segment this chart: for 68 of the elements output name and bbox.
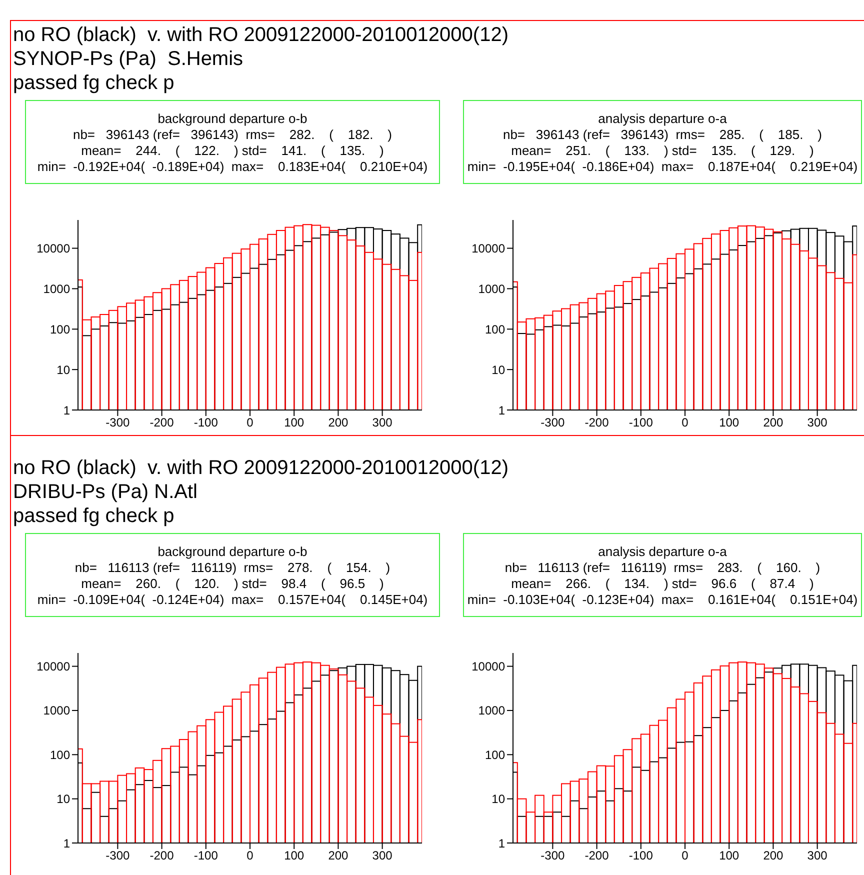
y-tick-label: 1 [63,836,70,850]
x-tick-label: 200 [328,416,349,430]
text: analysis departure o-a [597,544,728,560]
y-tick-label: 10000 [36,242,70,256]
x-tick-label: -300 [540,848,566,863]
chart-title: no RO (black) v. with RO 2009122000-2010012000(12) [13,456,508,480]
x-tick-label: 200 [763,848,784,863]
x-tick-label: 0 [682,416,689,430]
x-tick-label: 100 [284,848,304,863]
x-tick-label: -100 [628,416,654,430]
x-tick-label: 200 [763,416,784,430]
text: mean= 266. ( 134. ) std= 96.6 ( 87.4 ) [510,576,815,592]
y-tick-label: 10 [492,362,506,377]
y-tick-label: 10 [56,792,70,806]
x-tick-label: -200 [584,416,610,430]
text: analysis departure o-a [597,111,728,127]
y-tick-label: 10 [492,792,506,806]
text: mean= 251. ( 133. ) std= 135. ( 129. ) [510,143,815,159]
chart-subtitle: DRIBU-Ps (Pa) N.Atl passed fg check p [13,480,198,528]
x-tick-label: -100 [194,848,218,863]
y-tick-label: 1000 [478,282,506,296]
x-tick-label: -200 [150,416,174,430]
x-tick-label: 300 [807,848,828,863]
y-tick-label: 10000 [36,660,70,674]
x-tick-label: -300 [540,416,566,430]
text: nb= 116113 (ref= 116119) rms= 278. ( 154. ) [74,560,392,576]
y-tick-label: 10 [56,362,70,377]
x-tick-label: -100 [194,416,218,430]
x-tick-label: 200 [328,848,349,863]
y-tick-label: 10000 [472,660,506,674]
text: background departure o-b [156,111,308,127]
text: mean= 244. ( 122. ) std= 141. ( 135. ) [80,143,385,159]
chart-title: no RO (black) v. with RO 2009122000-2010012000(12) [13,23,508,47]
chart-subtitle: SYNOP-Ps (Pa) S.Hemis passed fg check p [13,47,244,95]
y-tick-label: 100 [484,748,506,762]
x-tick-label: 300 [372,416,393,430]
x-tick-label: 100 [719,416,740,430]
y-tick-label: 1000 [43,704,70,718]
text: nb= 396143 (ref= 396143) rms= 285. ( 185. ) [502,127,824,143]
y-tick-label: 1 [498,403,506,418]
x-tick-label: 300 [807,416,828,430]
x-tick-label: 0 [246,848,254,863]
x-tick-label: -300 [106,416,130,430]
y-tick-label: 1000 [478,704,506,718]
y-tick-label: 1 [63,403,70,418]
x-tick-label: 100 [284,416,304,430]
x-tick-label: -200 [150,848,174,863]
y-tick-label: 100 [50,322,70,336]
y-tick-label: 100 [484,322,506,336]
x-tick-label: -300 [106,848,130,863]
x-tick-label: -200 [584,848,610,863]
y-tick-label: 1000 [43,282,70,296]
y-tick-label: 100 [50,748,70,762]
y-tick-label: 10000 [472,242,506,256]
text: mean= 260. ( 120. ) std= 98.4 ( 96.5 ) [80,576,385,592]
y-tick-label: 1 [498,836,506,850]
x-tick-label: 100 [719,848,740,863]
text: nb= 396143 (ref= 396143) rms= 282. ( 182. ) [72,127,394,143]
text: min= -0.192E+04( -0.189E+04) max= 0.183E+04( 0.210E+04) [36,159,429,175]
text: min= -0.109E+04( -0.124E+04) max= 0.157E+04( 0.145E+04) [36,592,429,608]
x-tick-label: 300 [372,848,393,863]
text: nb= 116113 (ref= 116119) rms= 283. ( 160. ) [504,560,822,576]
text: min= -0.195E+04( -0.186E+04) max= 0.187E+04( 0.219E+04) [466,159,859,175]
text: background departure o-b [156,544,308,560]
x-tick-label: 0 [682,848,689,863]
x-tick-label: -100 [628,848,654,863]
text: min= -0.103E+04( -0.123E+04) max= 0.161E+04( 0.151E+04) [466,592,859,608]
x-tick-label: 0 [246,416,254,430]
